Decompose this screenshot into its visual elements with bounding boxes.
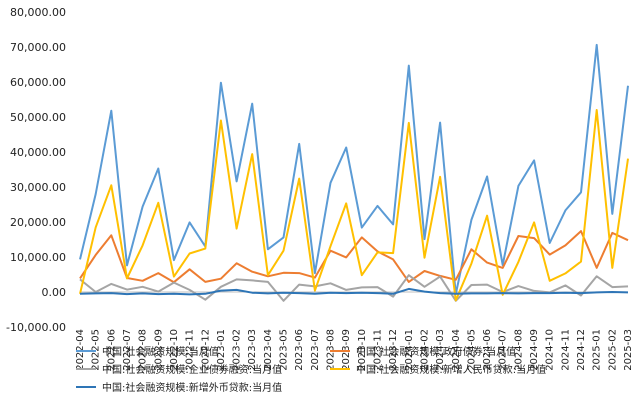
y-axis: -10,000.00 0.00 10,000.00 20,000.00 30,000.0… [6, 6, 66, 334]
x-tick-label: 2024-08 [513, 329, 524, 371]
x-tick-label: 2025-03 [623, 329, 634, 371]
y-tick-label: 80,000.00 [10, 6, 66, 19]
y-tick-label: 70,000.00 [10, 41, 66, 54]
y-tick-label: 10,000.00 [10, 251, 66, 264]
x-tick-label: 2023-09 [341, 329, 352, 371]
x-tick-label: 2024-12 [576, 329, 587, 371]
x-tick-label: 2023-12 [388, 329, 399, 371]
x-tick-label: 2022-08 [138, 329, 149, 371]
legend-label-4: 中国:社会融资规模:新增外币贷款:当月值 [102, 381, 282, 394]
x-tick-label: 2022-05 [91, 329, 102, 371]
x-tick-label: 2024-01 [404, 329, 415, 371]
y-tick-label: 0.00 [42, 286, 67, 299]
x-tick-label: 2024-05 [466, 329, 477, 371]
legend-label-2: 中国:社会融资规模:企业债券融资:当月值 [102, 363, 282, 376]
x-tick-label: 2024-10 [545, 329, 556, 371]
series-layer [79, 43, 629, 302]
y-tick-label: 40,000.00 [10, 146, 66, 159]
y-tick-label: -10,000.00 [6, 321, 66, 334]
legend-label-1: 中国:社会融资规模:政府债券:当月值 [356, 345, 516, 358]
x-tick-label: 2024-03 [435, 329, 446, 371]
x-tick-label: 2022-10 [169, 329, 180, 371]
x-tick-label: 2023-02 [232, 329, 243, 371]
x-tick-label: 2024-07 [498, 329, 509, 371]
series-line-1 [79, 230, 629, 284]
x-tick-label: 2024-02 [419, 329, 430, 371]
legend-label-0: 中国:社会融资规模:当月值 [102, 345, 219, 358]
x-tick-label: 2022-06 [106, 329, 117, 371]
x-tick-label: 2022-07 [122, 329, 133, 371]
x-tick-label: 2024-06 [482, 329, 493, 371]
y-tick-label: 30,000.00 [10, 181, 66, 194]
x-tick-label: 2022-04 [75, 329, 86, 371]
series-line-0 [79, 43, 629, 296]
x-tick-label: 2023-01 [216, 329, 227, 371]
y-tick-label: 20,000.00 [10, 216, 66, 229]
x-tick-label: 2024-09 [529, 329, 540, 371]
x-tick-label: 2022-11 [185, 329, 196, 371]
x-tick-label: 2023-03 [247, 329, 258, 371]
x-axis: 2022-04 2022-05 2022-06 2022-07 2022-08 2022-… [75, 291, 634, 371]
x-tick-label: 2023-07 [310, 329, 321, 371]
x-tick-label: 2024-04 [451, 329, 462, 371]
series-line-3 [79, 109, 629, 302]
x-tick-label: 2023-04 [263, 329, 274, 371]
x-tick-label: 2024-11 [560, 329, 571, 371]
x-tick-label: 2022-12 [200, 329, 211, 371]
legend-label-3: 中国:社会融资规模:新增人民币贷款:当月值 [356, 363, 546, 376]
x-tick-label: 2023-10 [357, 329, 368, 371]
series-line-4 [79, 287, 629, 296]
x-tick-label: 2023-08 [326, 329, 337, 371]
x-tick-label: 2025-01 [592, 329, 603, 371]
x-tick-label: 2025-02 [607, 329, 618, 371]
legend: 中国:社会融资规模:当月值 中国:社会融资规模:政府债券:当月值中国:社会融资规模… [76, 345, 546, 394]
y-tick-label: 50,000.00 [10, 111, 66, 124]
series-line-2 [79, 274, 629, 302]
x-tick-label: 2022-09 [153, 329, 164, 371]
y-tick-label: 60,000.00 [10, 76, 66, 89]
x-tick-label: 2023-11 [372, 329, 383, 371]
x-tick-label: 2023-06 [294, 329, 305, 371]
x-tick-label: 2023-05 [279, 329, 290, 371]
